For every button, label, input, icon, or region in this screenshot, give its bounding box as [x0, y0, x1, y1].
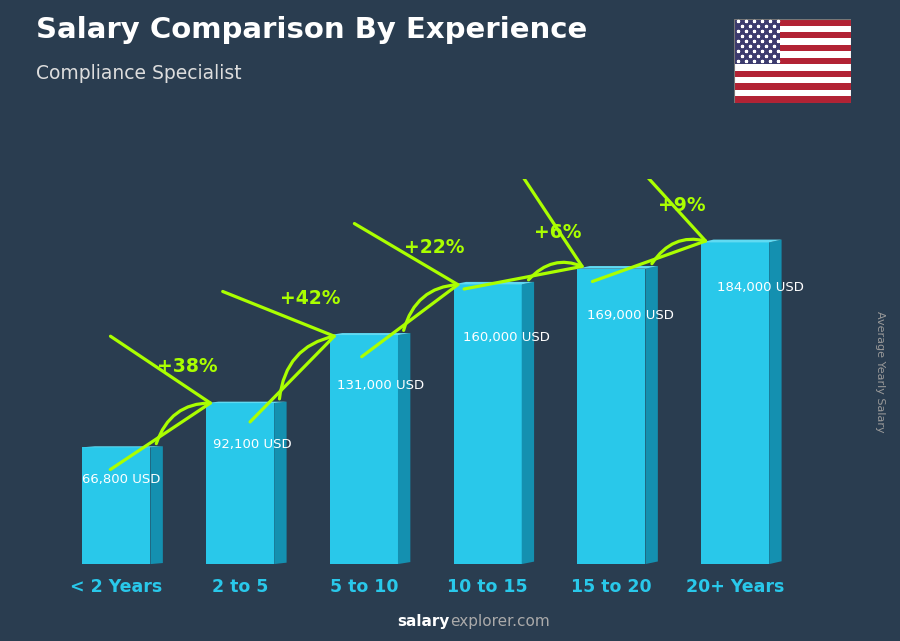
Bar [734, 38, 850, 45]
Text: 160,000 USD: 160,000 USD [463, 331, 550, 344]
Polygon shape [578, 269, 645, 564]
FancyArrowPatch shape [111, 337, 211, 470]
Bar [734, 58, 850, 64]
Polygon shape [701, 240, 781, 242]
FancyArrowPatch shape [464, 166, 582, 289]
Polygon shape [330, 335, 398, 564]
Text: Salary Comparison By Experience: Salary Comparison By Experience [36, 16, 587, 44]
Text: +9%: +9% [658, 197, 706, 215]
Polygon shape [701, 242, 770, 564]
Text: 169,000 USD: 169,000 USD [587, 310, 673, 322]
Polygon shape [578, 266, 658, 269]
Text: +6%: +6% [535, 222, 582, 242]
Polygon shape [454, 282, 534, 285]
Polygon shape [274, 402, 286, 564]
Bar [734, 45, 850, 51]
Bar [734, 32, 850, 38]
Bar [734, 96, 850, 103]
Polygon shape [150, 446, 163, 564]
Polygon shape [645, 266, 658, 564]
Bar [734, 51, 850, 58]
Bar [734, 90, 850, 96]
Polygon shape [522, 282, 534, 564]
Bar [734, 19, 850, 26]
Text: +38%: +38% [157, 357, 217, 376]
Text: 131,000 USD: 131,000 USD [337, 379, 424, 392]
FancyArrowPatch shape [355, 224, 458, 356]
Polygon shape [330, 333, 410, 335]
Polygon shape [83, 447, 150, 564]
Polygon shape [770, 240, 781, 564]
FancyArrowPatch shape [592, 152, 706, 281]
Bar [734, 26, 850, 32]
Text: 184,000 USD: 184,000 USD [716, 281, 804, 294]
Text: salary: salary [398, 615, 450, 629]
Text: +42%: +42% [281, 289, 341, 308]
Bar [734, 64, 850, 71]
Text: 66,800 USD: 66,800 USD [82, 474, 160, 487]
Polygon shape [83, 446, 163, 447]
Polygon shape [206, 403, 274, 564]
Bar [734, 83, 850, 90]
Text: +22%: +22% [404, 238, 464, 258]
Polygon shape [454, 285, 522, 564]
Polygon shape [206, 402, 286, 403]
Text: Average Yearly Salary: Average Yearly Salary [875, 311, 886, 433]
Bar [734, 77, 850, 83]
Bar [734, 71, 850, 77]
Bar [734, 19, 780, 64]
FancyArrowPatch shape [222, 292, 334, 422]
Polygon shape [398, 333, 410, 564]
Text: Compliance Specialist: Compliance Specialist [36, 64, 241, 83]
Text: explorer.com: explorer.com [450, 615, 550, 629]
Text: 92,100 USD: 92,100 USD [213, 438, 292, 451]
